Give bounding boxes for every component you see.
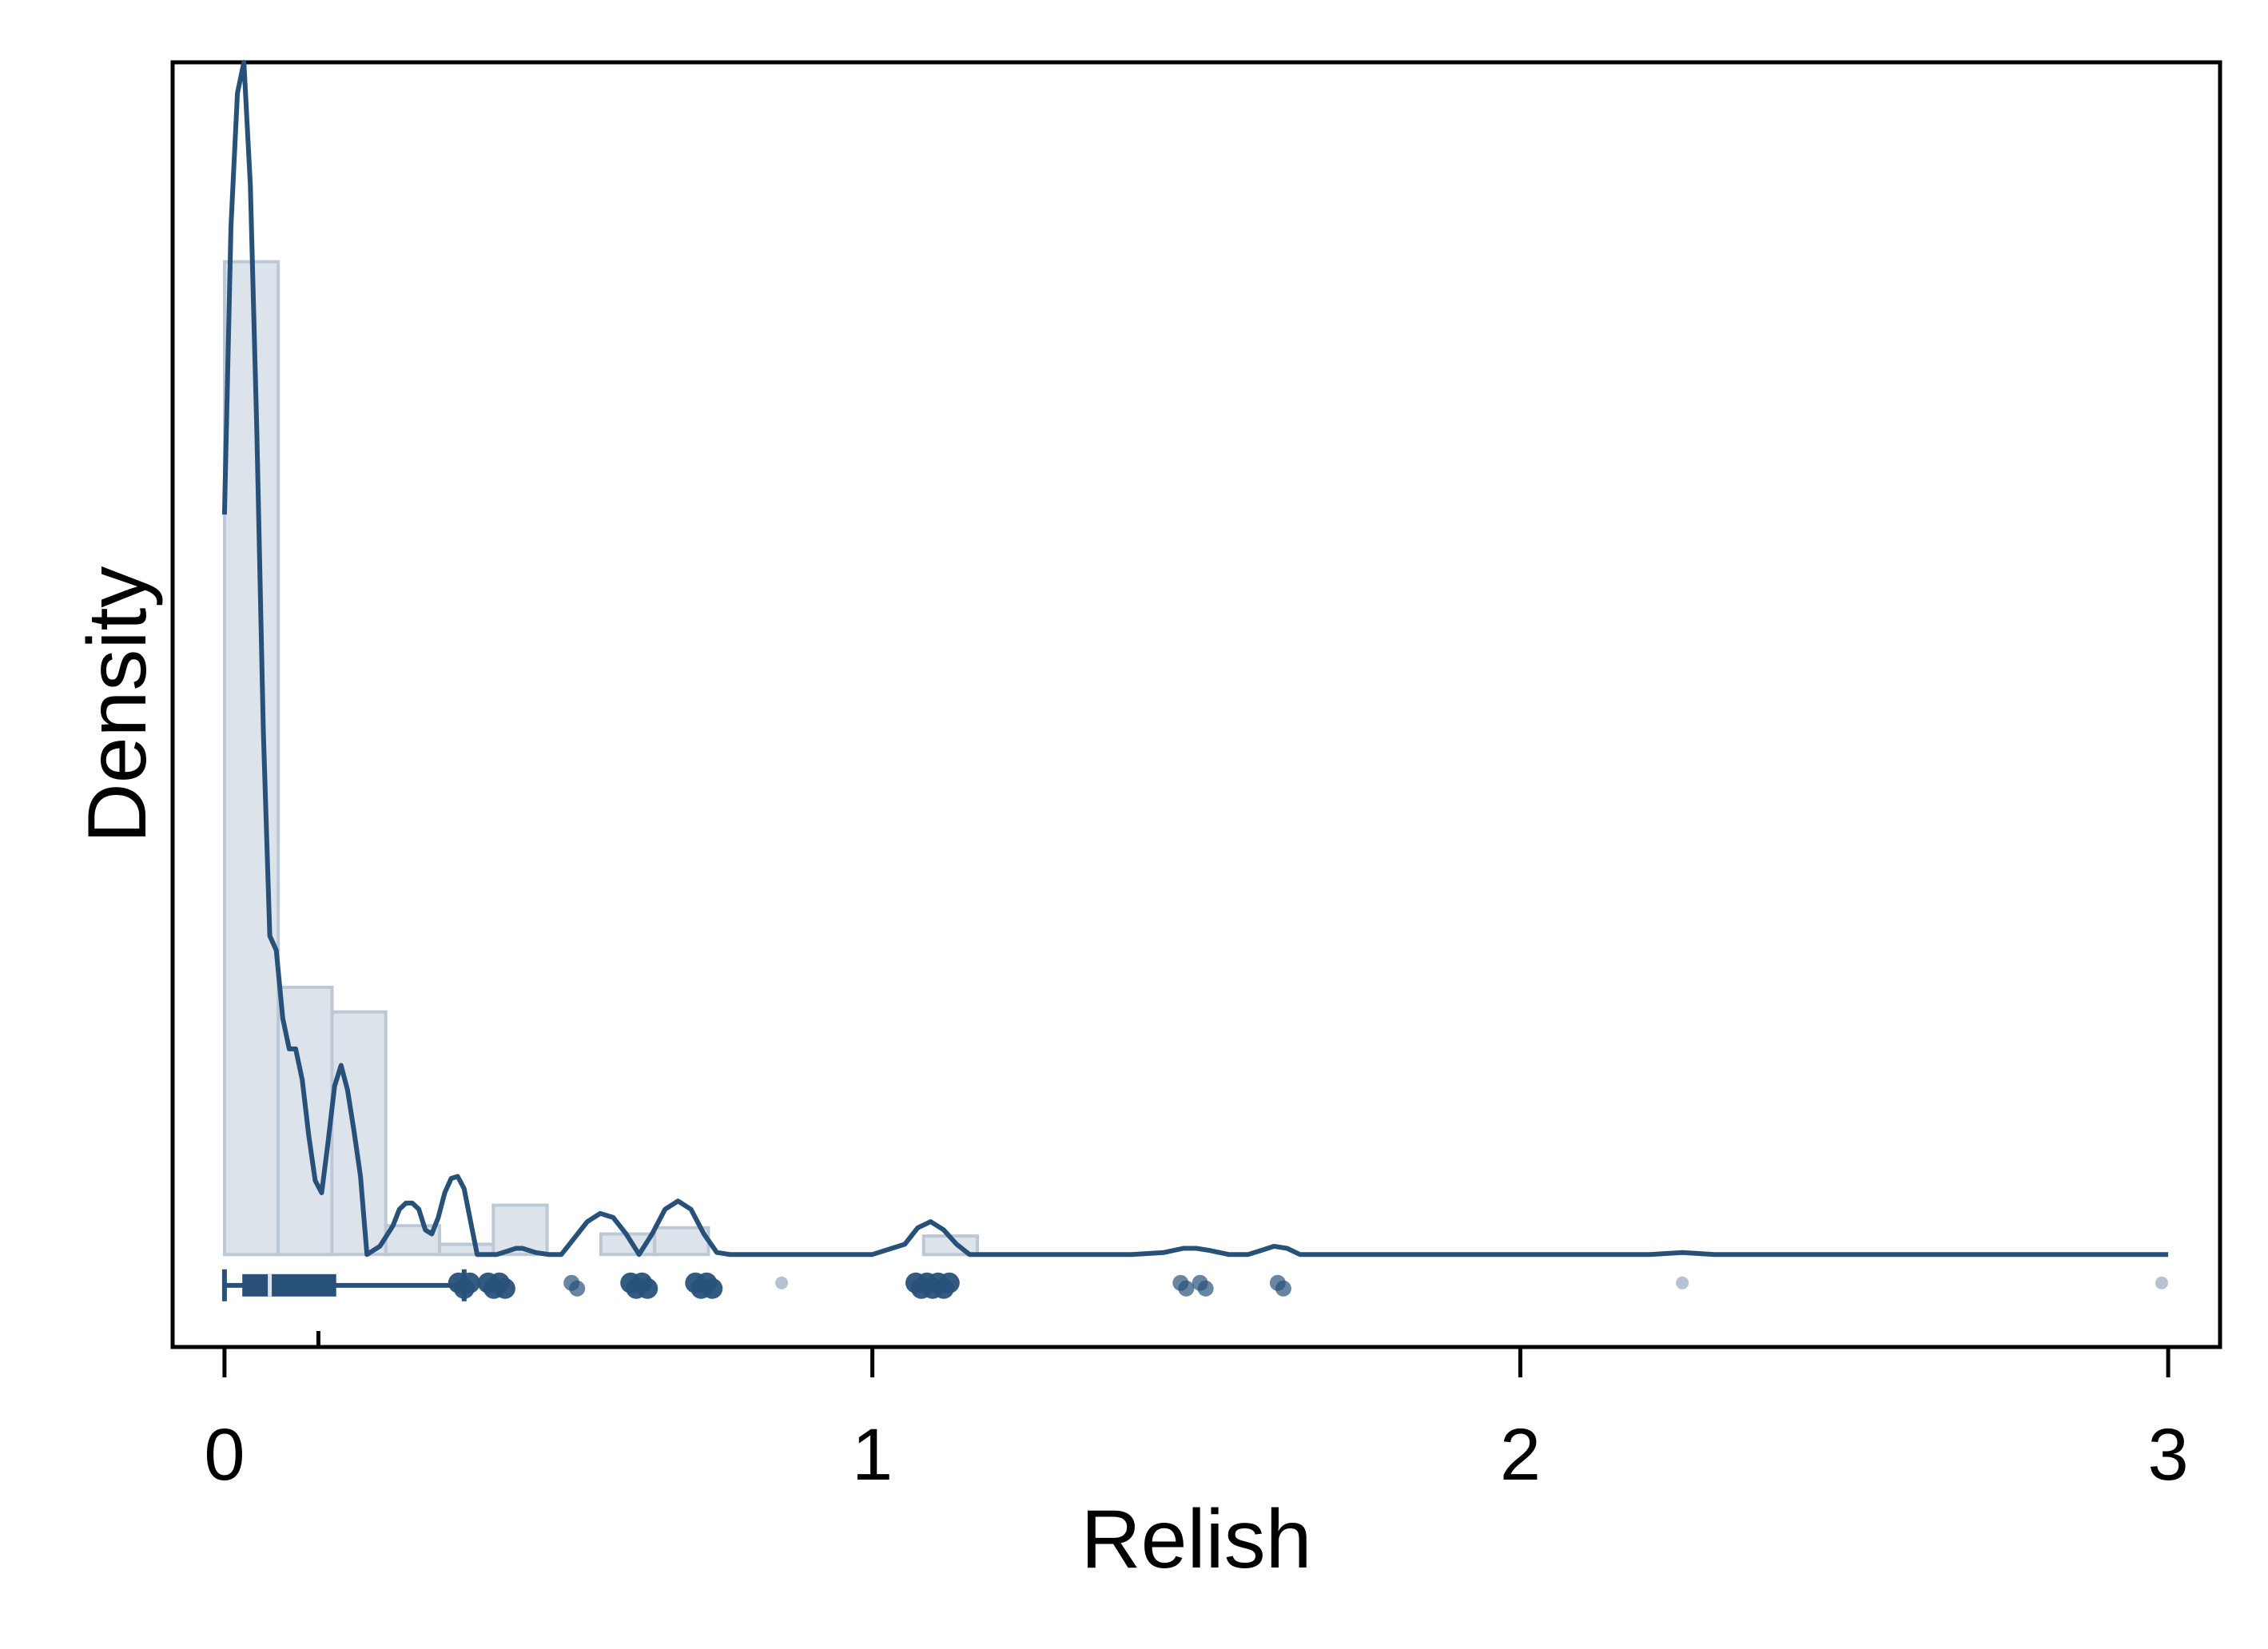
outlier-point [459, 1272, 480, 1293]
histogram-bars [222, 260, 979, 1257]
outlier-point [1178, 1280, 1195, 1297]
density-curve [221, 60, 2169, 1258]
outlier-point [1275, 1280, 1291, 1297]
plot-frame [170, 60, 2222, 1349]
x-axis-title: Relish [1081, 1493, 1312, 1586]
x-tick-label: 3 [2148, 1414, 2189, 1496]
boxplot-box [242, 1274, 336, 1297]
outlier-point [1197, 1280, 1214, 1297]
x-tick-label: 1 [852, 1414, 893, 1496]
outlier-point [775, 1276, 789, 1289]
density-line [221, 60, 2169, 1258]
plot-area [170, 60, 2222, 1349]
histogram-bar [330, 1010, 388, 1257]
boxplot [221, 1269, 467, 1301]
histogram-bar [222, 260, 281, 1257]
outlier-point [494, 1277, 515, 1299]
outlier-point [637, 1277, 659, 1299]
x-axis: 0 1 2 3 [204, 1347, 2189, 1496]
outlier-point [2155, 1276, 2168, 1289]
outlier-points [448, 1272, 2168, 1299]
outlier-point [702, 1277, 723, 1299]
y-axis-title: Density [71, 566, 164, 844]
outlier-point [1676, 1276, 1689, 1289]
outlier-point [938, 1272, 960, 1293]
x-tick-label: 0 [204, 1414, 245, 1496]
x-tick-label: 2 [1500, 1414, 1541, 1496]
outlier-point [569, 1280, 586, 1297]
